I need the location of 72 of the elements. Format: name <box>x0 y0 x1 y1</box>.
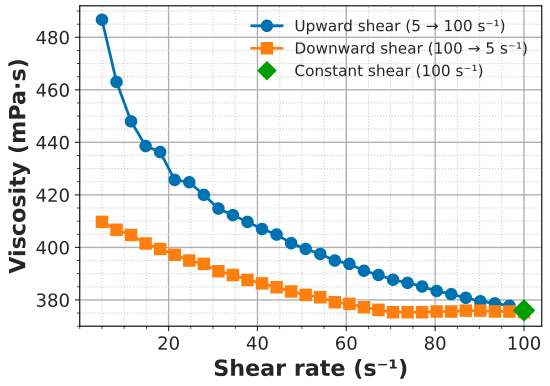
point <box>139 237 152 250</box>
point <box>154 146 166 158</box>
y-tick-label: 480 <box>36 30 69 44</box>
point <box>168 248 181 261</box>
point <box>444 305 458 318</box>
x-tick-label: 20 <box>158 336 179 350</box>
point <box>343 298 356 310</box>
point <box>488 305 502 318</box>
point <box>154 242 166 256</box>
point <box>416 306 428 318</box>
point <box>401 276 414 290</box>
point <box>212 265 225 278</box>
point <box>226 208 240 222</box>
point <box>270 228 283 241</box>
point <box>314 248 327 260</box>
x-axis-title: Shear rate (s⁻¹) <box>214 358 406 379</box>
point <box>256 277 268 290</box>
point <box>96 13 108 26</box>
y-tick-label: 440 <box>36 136 69 150</box>
point <box>460 304 472 317</box>
point <box>212 202 225 215</box>
point <box>139 140 152 152</box>
point <box>328 296 342 309</box>
point <box>416 280 428 293</box>
legend-label: Constant shear (100 s⁻¹) <box>295 64 482 78</box>
legend-label: Upward shear (5 → 100 s⁻¹) <box>296 20 504 34</box>
y-tick-label: 400 <box>36 240 69 255</box>
point <box>183 254 196 267</box>
point <box>110 224 123 236</box>
point <box>241 216 254 228</box>
point <box>299 288 312 302</box>
point <box>183 176 196 189</box>
point <box>460 292 472 304</box>
point <box>372 304 385 316</box>
point <box>124 115 138 128</box>
point <box>110 76 123 88</box>
point <box>503 305 516 318</box>
point <box>96 216 108 228</box>
y-tick-label: 420 <box>36 188 69 202</box>
y-tick-label: 380 <box>36 293 69 308</box>
point <box>358 264 370 278</box>
point <box>270 281 283 294</box>
point <box>372 268 385 282</box>
point <box>124 228 138 242</box>
point <box>241 274 254 286</box>
x-tick-label: 80 <box>424 336 446 350</box>
y-tick-label: 460 <box>36 83 69 97</box>
x-tick-label: 100 <box>508 336 540 350</box>
point <box>226 268 240 282</box>
point <box>284 236 298 250</box>
x-tick-label: 40 <box>246 336 268 350</box>
point <box>430 305 443 318</box>
point <box>430 284 443 298</box>
point <box>358 301 370 314</box>
point <box>168 174 181 186</box>
point <box>299 242 312 256</box>
point <box>343 258 356 270</box>
y-axis-title: Viscosity (mPa·s) <box>8 60 30 274</box>
legend-label: Downward shear (100 → 5 s⁻¹) <box>296 42 527 56</box>
x-tick-label: 60 <box>336 336 357 350</box>
point <box>284 285 298 298</box>
point <box>198 258 210 270</box>
point <box>444 288 458 300</box>
point <box>512 299 535 322</box>
point <box>401 306 414 318</box>
point <box>198 188 210 202</box>
point <box>328 254 342 267</box>
point <box>314 291 327 304</box>
point <box>256 222 268 236</box>
point <box>386 273 400 286</box>
point <box>474 304 487 317</box>
point <box>386 306 400 318</box>
